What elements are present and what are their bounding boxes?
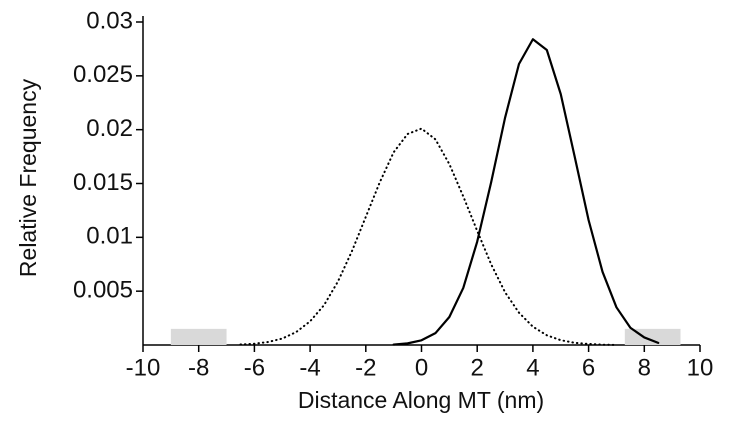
- y-tick-label: 0.01: [86, 223, 133, 250]
- y-tick-label: 0.005: [73, 277, 133, 304]
- x-tick-label: 0: [415, 354, 428, 381]
- shaded-region: [170, 328, 227, 345]
- y-tick-label: 0.03: [86, 7, 133, 34]
- x-tick-label: 10: [687, 354, 714, 381]
- y-axis-label: Relative Frequency: [15, 78, 41, 277]
- series-line: [239, 127, 618, 346]
- y-tick-label: 0.02: [86, 115, 133, 142]
- x-tick-label: -4: [299, 354, 320, 381]
- x-tick-label: 2: [471, 354, 484, 381]
- y-tick-label: 0.025: [73, 61, 133, 88]
- x-tick-label: -2: [355, 354, 376, 381]
- x-tick-label: 6: [582, 354, 595, 381]
- y-tick-label: 0.015: [73, 169, 133, 196]
- shaded-region: [624, 328, 681, 345]
- x-tick-label: 8: [638, 354, 651, 381]
- x-tick-label: -6: [244, 354, 265, 381]
- x-tick-label: -10: [126, 354, 161, 381]
- x-tick-label: 4: [526, 354, 539, 381]
- x-tick-label: -8: [188, 354, 209, 381]
- x-axis-label: Distance Along MT (nm): [298, 387, 544, 413]
- series-line: [392, 38, 660, 346]
